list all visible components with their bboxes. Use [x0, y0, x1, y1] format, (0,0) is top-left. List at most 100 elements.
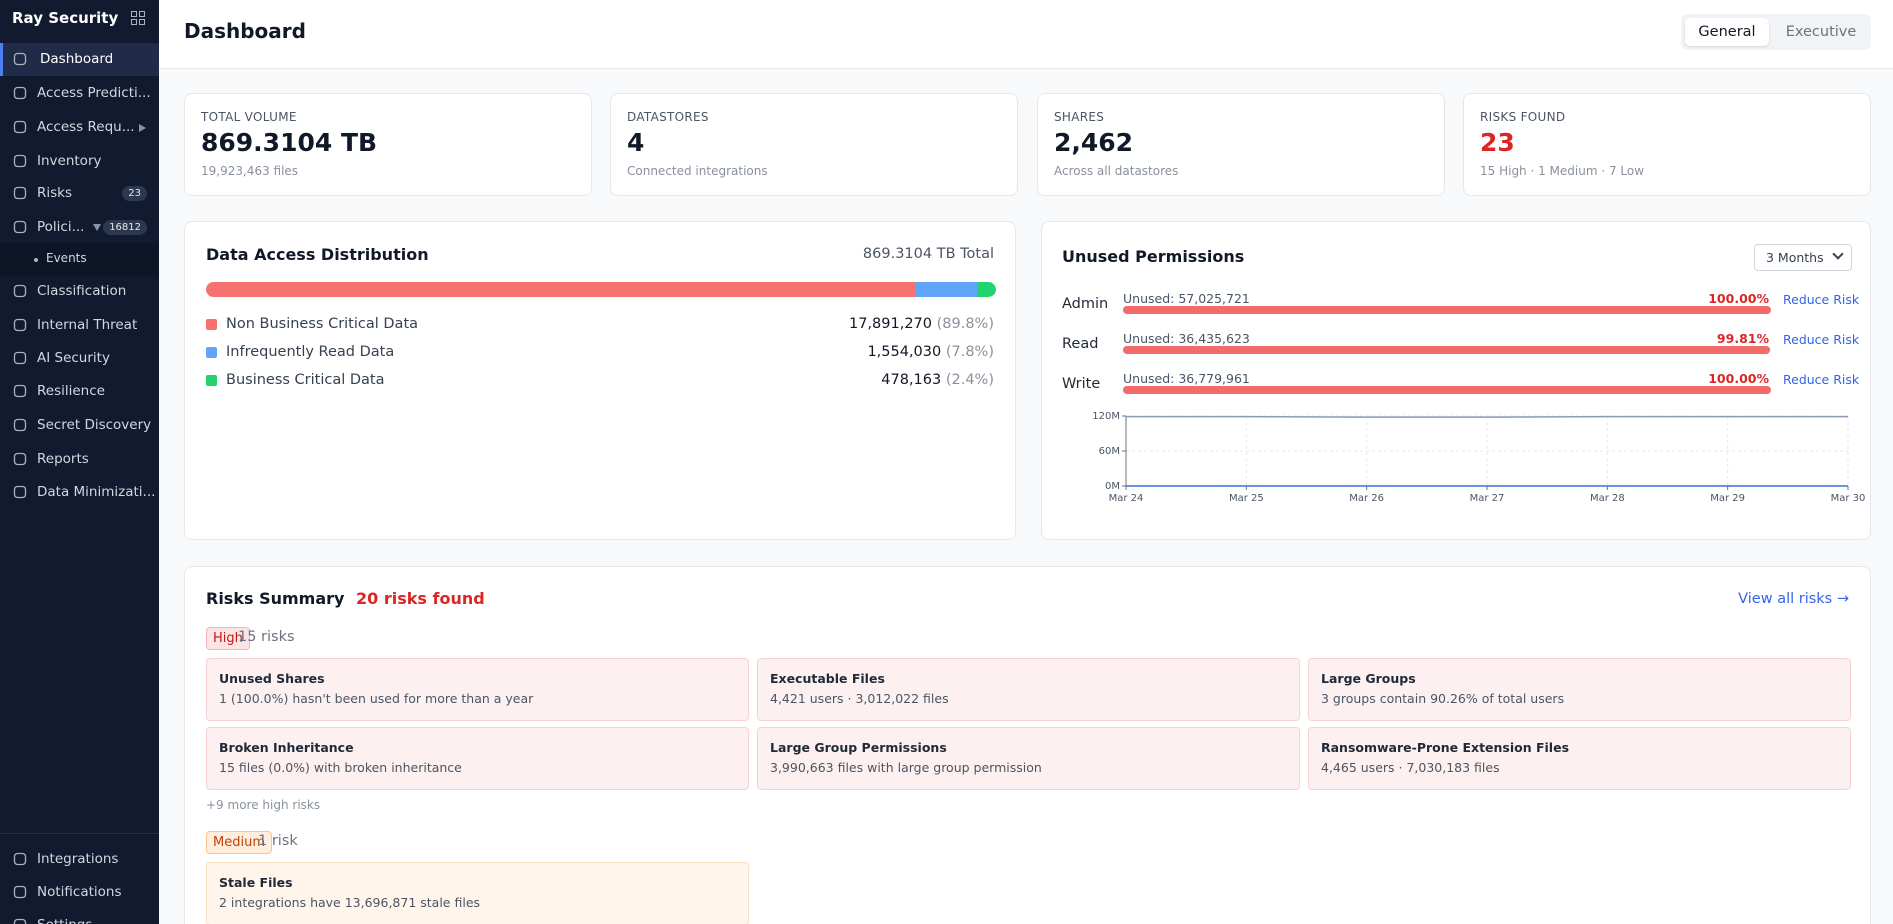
nav-icon: [13, 154, 27, 168]
risks-title: Risks Summary: [206, 589, 345, 608]
nav-item[interactable]: Dashboard: [0, 43, 159, 76]
x-tick-label: Mar 27: [1470, 493, 1505, 504]
nav-item[interactable]: Reports: [0, 443, 159, 476]
y-tick-label: 60M: [1099, 446, 1120, 457]
icon-shape: [13, 351, 27, 365]
nav-label: Polici...: [37, 219, 85, 235]
nav-icon: [13, 186, 27, 200]
stat-value: 23: [1480, 128, 1515, 157]
stat-note: Across all datastores: [1054, 164, 1179, 178]
stat-label: SHARES: [1054, 110, 1105, 124]
bar-segment: [915, 282, 978, 297]
more-risks[interactable]: +9 more high risks: [206, 798, 321, 812]
risk-item[interactable]: Large Group Permissions 3,990,663 files w…: [757, 727, 1300, 790]
nav-item[interactable]: Events: [0, 243, 159, 276]
period: 3 Months: [1766, 250, 1824, 265]
unused-count: Unused: 36,435,623: [1123, 331, 1250, 346]
risk-item[interactable]: Ransomware-Prone Extension Files 4,465 us…: [1308, 727, 1851, 790]
distribution-card: Data Access Distribution 869.3104 TB Tota…: [184, 221, 1016, 540]
nav-item[interactable]: Data Minimizati...: [0, 476, 159, 509]
y-tick-label: 120M: [1092, 411, 1120, 422]
nav-icon: [13, 351, 27, 365]
caret: [93, 224, 101, 231]
icon-shape: [13, 384, 27, 398]
nav-label: Events: [46, 251, 87, 265]
nav-item[interactable]: Classification: [0, 275, 159, 308]
y-tick-label: 0M: [1105, 481, 1120, 492]
icon-shape: [131, 19, 137, 25]
nav-item[interactable]: Internal Threat: [0, 309, 159, 342]
legend-swatch: [206, 347, 217, 358]
x-tick-label: Mar 24: [1109, 493, 1144, 504]
perm-label: Write: [1062, 376, 1101, 392]
nav-item[interactable]: Resilience: [0, 375, 159, 408]
stat-card: TOTAL VOLUME 869.3104 TB 19,923,463 files: [184, 93, 592, 196]
nav-item[interactable]: AI Security: [0, 342, 159, 375]
nav-icon: [13, 384, 27, 398]
caret: [139, 124, 146, 132]
nav-icon: [13, 418, 27, 432]
tab[interactable]: Executive: [1785, 24, 1857, 40]
icon-shape: [13, 452, 27, 466]
reduce-risk[interactable]: Reduce Risk: [1783, 332, 1860, 347]
count: 17,891,270: [848, 316, 932, 332]
level-badge: High: [206, 627, 250, 650]
bar-track: [1123, 386, 1771, 394]
count: 478,163: [881, 372, 942, 388]
stat-card: SHARES 2,462 Across all datastores: [1037, 93, 1445, 196]
legend-label: Non Business Critical Data: [226, 316, 419, 332]
nav-item[interactable]: Access Requ...: [0, 111, 159, 144]
risk-title: Unused Shares: [219, 671, 325, 686]
stat-note: 19,923,463 files: [201, 164, 299, 178]
icon-shape: [13, 418, 27, 432]
nav-item[interactable]: Integrations: [0, 843, 159, 876]
nav-icon: [13, 220, 27, 234]
bar-track: [1123, 306, 1771, 314]
view-all[interactable]: View all risks →: [1738, 591, 1849, 607]
permissions-card: Unused Permissions 3 Months Admin Unused: 5…: [1041, 221, 1871, 540]
perm-label: Read: [1062, 336, 1099, 352]
line-chart: 0M 60M 120M Mar 24 Mar 25 Mar 26 Mar 27 Mar 28 M…: [1092, 411, 1865, 504]
risk-desc: 1 (100.0%) hasn't been used for more tha…: [219, 691, 534, 706]
unused-count: Unused: 36,779,961: [1123, 371, 1250, 386]
tab[interactable]: General: [1685, 18, 1769, 46]
risk-item[interactable]: Large Groups 3 groups contain 90.26% of t…: [1308, 658, 1851, 721]
reduce-risk[interactable]: Reduce Risk: [1783, 372, 1860, 387]
card-title: Unused Permissions: [1062, 247, 1245, 266]
bar-fill: [1123, 386, 1771, 394]
grid-icon[interactable]: [131, 11, 145, 25]
count: 1,554,030: [867, 344, 942, 360]
risk-item[interactable]: Stale Files 2 integrations have 13,696,87…: [206, 862, 749, 924]
stat-note: 15 High · 1 Medium · 7 Low: [1480, 164, 1645, 178]
stat-label: DATASTORES: [627, 110, 709, 124]
nav-icon: [13, 852, 27, 866]
x-tick-label: Mar 25: [1229, 493, 1264, 504]
risk-item[interactable]: Unused Shares 1 (100.0%) hasn't been used…: [206, 658, 749, 721]
level-count: 15 risks: [238, 629, 295, 645]
reduce-risk[interactable]: Reduce Risk: [1783, 292, 1860, 307]
nav-icon: [13, 452, 27, 466]
nav-item[interactable]: Secret Discovery: [0, 409, 159, 442]
stacked-bar: [206, 282, 996, 297]
nav-item[interactable]: Access Predicti...: [0, 77, 159, 110]
nav-item[interactable]: Risks 23: [0, 177, 159, 210]
legend-label: Infrequently Read Data: [226, 344, 395, 360]
nav-badge: 23: [122, 186, 147, 201]
risks-heading: Risks Summary 20 risks found: [206, 589, 485, 608]
nav-item[interactable]: Notifications: [0, 876, 159, 909]
icon-shape: [13, 154, 27, 168]
icon-shape: [13, 318, 27, 332]
nav-item[interactable]: Settings: [0, 909, 159, 924]
risk-desc: 4,465 users · 7,030,183 files: [1321, 760, 1500, 775]
period-select[interactable]: 3 Months: [1754, 244, 1852, 271]
level-count: 1 risk: [258, 833, 298, 849]
stat-value: 2,462: [1054, 128, 1134, 157]
icon-shape: [13, 120, 27, 134]
risk-item[interactable]: Broken Inheritance 15 files (0.0%) with b…: [206, 727, 749, 790]
pct-label: (89.8%): [936, 316, 994, 332]
nav-item[interactable]: Polici... 16812: [0, 211, 159, 244]
risk-title: Large Groups: [1321, 671, 1416, 686]
nav-item[interactable]: Inventory: [0, 145, 159, 178]
risk-item[interactable]: Executable Files 4,421 users · 3,012,022 …: [757, 658, 1300, 721]
stat-label: TOTAL VOLUME: [201, 110, 297, 124]
